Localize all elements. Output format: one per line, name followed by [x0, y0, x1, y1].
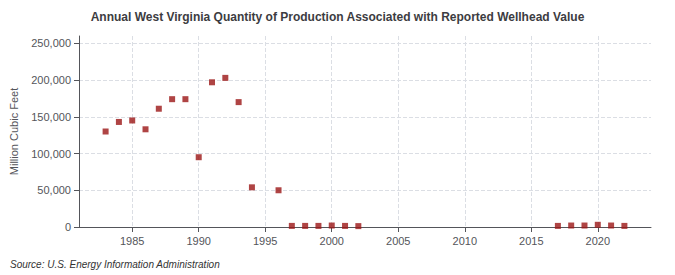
svg-text:150,000: 150,000 — [31, 111, 71, 123]
svg-text:Million Cubic Feet: Million Cubic Feet — [8, 88, 20, 175]
svg-text:2005: 2005 — [386, 235, 410, 247]
svg-text:2015: 2015 — [519, 235, 543, 247]
svg-text:1995: 1995 — [253, 235, 277, 247]
svg-text:50,000: 50,000 — [37, 184, 71, 196]
svg-text:200,000: 200,000 — [31, 74, 71, 86]
svg-text:1985: 1985 — [120, 235, 144, 247]
svg-text:250,000: 250,000 — [31, 37, 71, 49]
svg-text:Annual West Virginia Quantity: Annual West Virginia Quantity of Product… — [91, 10, 585, 24]
svg-text:1990: 1990 — [186, 235, 210, 247]
svg-text:2010: 2010 — [453, 235, 477, 247]
svg-text:0: 0 — [65, 221, 71, 233]
svg-text:Source: U.S. Energy Informatio: Source: U.S. Energy Information Administ… — [10, 259, 220, 270]
svg-text:2020: 2020 — [586, 235, 610, 247]
svg-text:100,000: 100,000 — [31, 148, 71, 160]
svg-text:2000: 2000 — [320, 235, 344, 247]
